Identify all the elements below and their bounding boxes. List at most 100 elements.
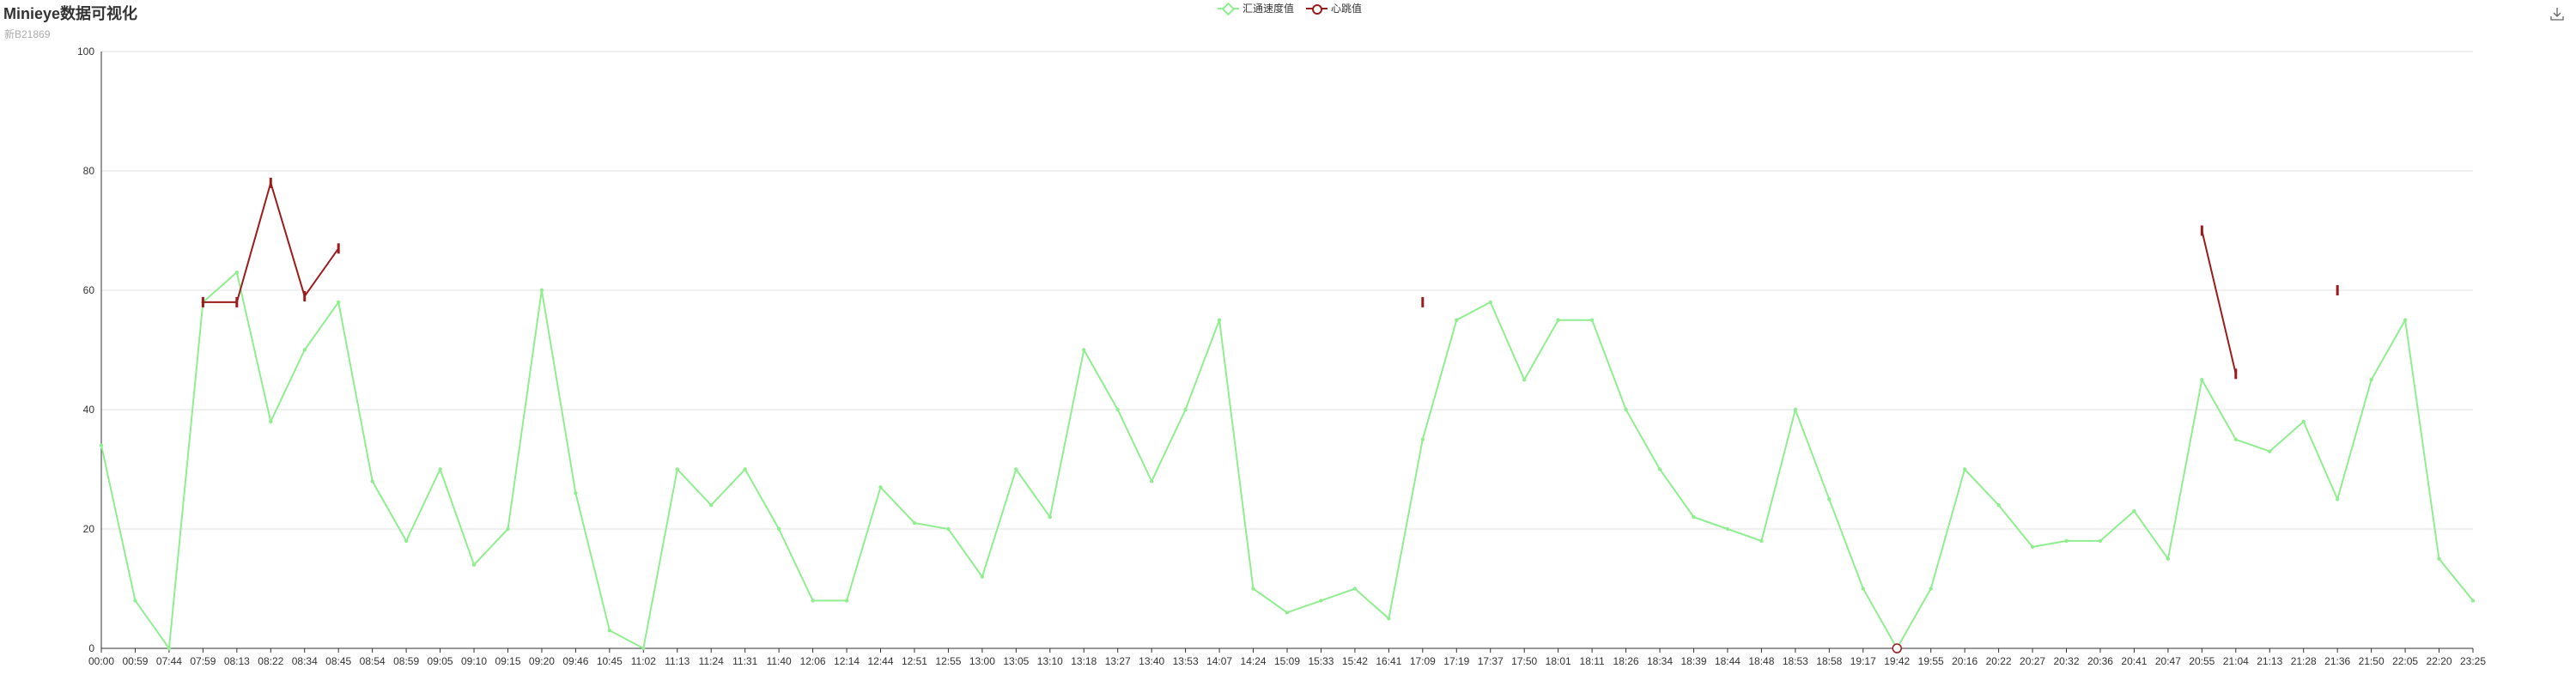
data-point-speed xyxy=(1624,407,1628,412)
x-tick-label: 13:53 xyxy=(1173,655,1199,667)
x-tick-label: 11:13 xyxy=(665,655,690,667)
data-point-speed xyxy=(2369,378,2373,382)
legend-swatch-heartbeat xyxy=(1306,3,1328,15)
series-line-speed xyxy=(100,271,2474,651)
data-point-speed xyxy=(1048,514,1053,520)
data-point-heartbeat xyxy=(2336,285,2339,295)
data-point-speed xyxy=(167,646,172,651)
x-tick-label: 12:51 xyxy=(902,655,927,667)
x-tick-label: 12:44 xyxy=(867,655,893,667)
x-tick-label: 13:40 xyxy=(1139,655,1164,667)
data-point-speed xyxy=(2098,538,2103,544)
series-segment-heartbeat xyxy=(303,247,340,297)
data-point-speed xyxy=(2403,318,2408,322)
x-tick-label: 19:42 xyxy=(1884,655,1910,667)
series-segment-heartbeat xyxy=(270,182,306,297)
y-tick-label: 0 xyxy=(88,642,94,654)
x-tick-label: 19:55 xyxy=(1918,655,1944,667)
data-point-speed xyxy=(1759,538,1764,544)
data-point-speed xyxy=(844,599,849,603)
data-point-speed xyxy=(607,628,612,633)
x-tick-label: 10:45 xyxy=(597,655,623,667)
data-point-speed xyxy=(1420,437,1425,441)
y-tick-label: 80 xyxy=(83,165,95,177)
data-point-speed xyxy=(234,270,240,275)
x-tick-label: 08:59 xyxy=(393,655,419,667)
series-segment-heartbeat xyxy=(2201,230,2237,374)
x-tick-label: 12:06 xyxy=(800,655,826,667)
download-icon[interactable] xyxy=(2549,5,2566,22)
data-point-speed xyxy=(1014,467,1018,471)
x-tick-label: 18:01 xyxy=(1546,655,1571,667)
x-tick-label: 15:09 xyxy=(1274,655,1300,667)
x-tick-label: 22:05 xyxy=(2392,655,2418,667)
data-point-speed xyxy=(1319,599,1323,603)
data-point-speed xyxy=(2132,508,2136,514)
y-tick-label: 40 xyxy=(83,404,95,416)
x-tick-label: 20:36 xyxy=(2087,655,2113,667)
x-tick-label: 20:22 xyxy=(1986,655,2012,667)
x-tick-label: 13:27 xyxy=(1105,655,1131,667)
data-point-speed xyxy=(1692,514,1696,520)
x-tick-label: 11:24 xyxy=(699,655,724,667)
data-point-speed xyxy=(912,520,917,526)
data-point-speed xyxy=(2470,599,2476,603)
x-tick-label: 09:10 xyxy=(461,655,487,667)
data-point-speed xyxy=(1996,503,2001,508)
data-point-speed xyxy=(506,526,510,532)
x-tick-label: 09:46 xyxy=(562,655,588,667)
x-tick-label: 08:45 xyxy=(325,655,351,667)
x-tick-label: 16:41 xyxy=(1376,655,1401,667)
data-point-speed xyxy=(1556,318,1560,322)
data-point-speed xyxy=(1115,407,1120,412)
x-tick-label: 21:04 xyxy=(2223,655,2249,667)
y-tick-label: 60 xyxy=(83,284,95,296)
x-tick-label: 12:55 xyxy=(935,655,961,667)
data-point-speed xyxy=(1793,407,1798,412)
x-tick-label: 19:17 xyxy=(1850,655,1876,667)
data-point-speed xyxy=(1285,611,1290,615)
data-point-speed xyxy=(1455,318,1459,322)
legend-item-heartbeat[interactable]: 心跳值 xyxy=(1306,1,1362,15)
x-tick-label: 11:31 xyxy=(732,655,757,667)
legend: 汇通速度值 心跳值 xyxy=(1218,1,1362,15)
data-point-speed xyxy=(1962,467,1967,471)
x-tick-label: 08:13 xyxy=(224,655,250,667)
data-point-speed xyxy=(980,575,985,579)
x-tick-label: 13:10 xyxy=(1037,655,1063,667)
x-tick-label: 13:00 xyxy=(969,655,995,667)
data-point-speed xyxy=(878,485,883,489)
x-tick-label: 18:48 xyxy=(1748,655,1774,667)
data-point-speed xyxy=(404,538,409,544)
x-tick-label: 08:54 xyxy=(360,655,386,667)
x-tick-label: 18:34 xyxy=(1647,655,1673,667)
series-segment-heartbeat xyxy=(235,182,272,303)
x-tick-label: 07:44 xyxy=(156,655,182,667)
data-point-speed xyxy=(2166,556,2171,561)
x-tick-label: 20:16 xyxy=(1952,655,1978,667)
x-tick-label: 09:20 xyxy=(529,655,555,667)
x-tick-label: 11:02 xyxy=(631,655,656,667)
data-point-speed xyxy=(438,467,442,471)
x-tick-label: 23:25 xyxy=(2460,655,2486,667)
data-point-speed xyxy=(1861,587,1865,591)
x-tick-label: 20:32 xyxy=(2053,655,2079,667)
legend-swatch-speed xyxy=(1218,2,1239,15)
x-tick-label: 20:27 xyxy=(2020,655,2045,667)
x-tick-label: 17:50 xyxy=(1511,655,1537,667)
y-tick-label: 20 xyxy=(83,523,95,535)
data-point-speed xyxy=(1929,587,1933,591)
x-tick-label: 18:39 xyxy=(1680,655,1706,667)
data-point-speed xyxy=(1827,497,1832,502)
x-tick-label: 18:26 xyxy=(1613,655,1639,667)
legend-item-speed[interactable]: 汇通速度值 xyxy=(1218,1,1294,15)
x-tick-label: 18:58 xyxy=(1816,655,1842,667)
x-tick-label: 15:33 xyxy=(1308,655,1334,667)
data-point-speed xyxy=(2301,419,2306,424)
x-tick-label: 11:40 xyxy=(767,655,792,667)
data-point-speed xyxy=(1149,479,1154,483)
legend-label-speed: 汇通速度值 xyxy=(1242,3,1295,15)
x-tick-label: 00:59 xyxy=(122,655,148,667)
x-tick-label: 20:47 xyxy=(2155,655,2181,667)
data-point-speed xyxy=(1183,407,1188,412)
